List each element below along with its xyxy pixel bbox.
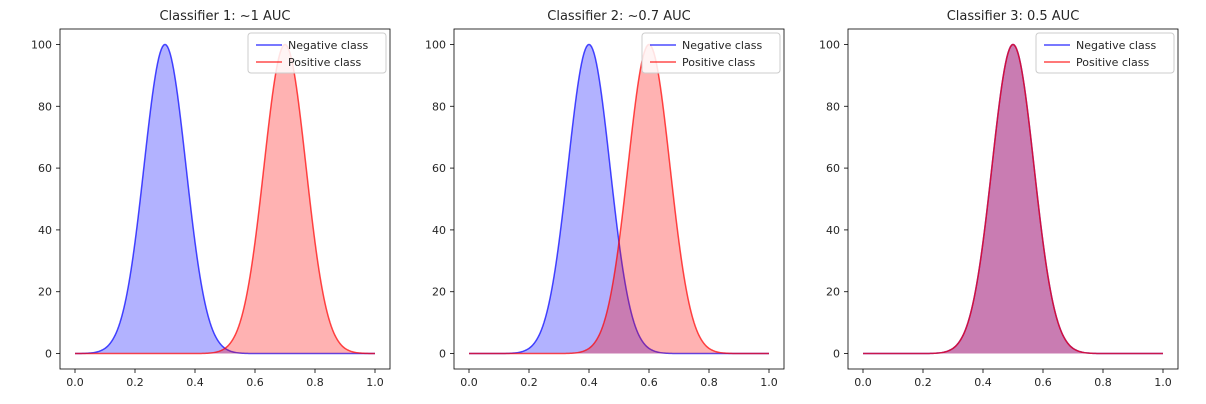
x-tick-label: 0.6 xyxy=(246,376,264,389)
x-tick-label: 0.6 xyxy=(640,376,658,389)
y-tick-label: 100 xyxy=(819,38,840,51)
x-tick-label: 1.0 xyxy=(366,376,384,389)
y-tick-label: 80 xyxy=(826,100,840,113)
y-tick-label: 60 xyxy=(432,162,446,175)
legend: Negative class Positive class xyxy=(1035,32,1175,74)
chart-panel-1: Classifier 1: ~1 AUC 0.0 0.2 0.4 0.6 0.8 1.0 0 2… xyxy=(31,9,391,389)
legend-label: Negative class xyxy=(682,39,762,52)
legend-label: Positive class xyxy=(682,56,755,69)
legend-box xyxy=(641,32,781,74)
y-tick-label: 80 xyxy=(432,100,446,113)
y-tick-label: 40 xyxy=(432,224,446,237)
y-tick-label: 100 xyxy=(425,38,446,51)
y-tick-label: 20 xyxy=(38,286,52,299)
positive-class-line xyxy=(863,43,1163,355)
negative-class-area xyxy=(863,44,1163,354)
x-tick-label: 1.0 xyxy=(760,376,778,389)
chart-panel-2: Classifier 2: ~0.7 AUC 0.0 0.2 0.4 0.6 0.8 1.0… xyxy=(425,9,785,389)
y-tick-label: 40 xyxy=(826,224,840,237)
x-tick-label: 0.0 xyxy=(854,376,872,389)
x-tick-label: 0.8 xyxy=(700,376,718,389)
chart-title: Classifier 3: 0.5 AUC xyxy=(947,9,1080,24)
legend: Negative class Positive class xyxy=(641,32,781,74)
negative-class-area xyxy=(469,44,769,354)
x-tick-label: 0.4 xyxy=(186,376,204,389)
y-tick-label: 60 xyxy=(826,162,840,175)
positive-class-area xyxy=(469,44,769,354)
x-tick-label: 1.0 xyxy=(1154,376,1172,389)
axes-frame xyxy=(59,28,391,370)
legend-label: Positive class xyxy=(1076,56,1149,69)
legend-box xyxy=(1035,32,1175,74)
x-tick-label: 0.2 xyxy=(914,376,932,389)
chart-title: Classifier 2: ~0.7 AUC xyxy=(547,9,690,24)
y-tick-label: 60 xyxy=(38,162,52,175)
positive-class-line xyxy=(469,43,769,355)
x-tick-label: 0.8 xyxy=(1094,376,1112,389)
x-tick-label: 0.0 xyxy=(460,376,478,389)
y-tick-label: 80 xyxy=(38,100,52,113)
y-tick-label: 0 xyxy=(439,348,446,361)
x-tick-label: 0.4 xyxy=(580,376,598,389)
x-tick-label: 0.4 xyxy=(974,376,992,389)
legend-label: Negative class xyxy=(1076,39,1156,52)
legend: Negative class Positive class xyxy=(247,32,387,74)
negative-class-line xyxy=(74,43,375,355)
x-tick-label: 0.0 xyxy=(66,376,84,389)
axes-frame xyxy=(847,28,1179,370)
y-tick-label: 20 xyxy=(826,286,840,299)
y-tick-label: 20 xyxy=(432,286,446,299)
y-tick-label: 40 xyxy=(38,224,52,237)
x-tick-label: 0.2 xyxy=(126,376,144,389)
chart-title: Classifier 1: ~1 AUC xyxy=(159,9,290,24)
y-tick-label: 100 xyxy=(31,38,52,51)
positive-class-line xyxy=(75,43,376,355)
x-tick-label: 0.8 xyxy=(306,376,324,389)
positive-class-area xyxy=(863,44,1163,354)
legend-label: Positive class xyxy=(288,56,361,69)
y-tick-label: 0 xyxy=(45,348,52,361)
negative-class-area xyxy=(75,44,375,354)
x-tick-label: 0.2 xyxy=(520,376,538,389)
x-tick-label: 0.6 xyxy=(1034,376,1052,389)
chart-panel-3: Classifier 3: 0.5 AUC 0.0 0.2 0.4 0.6 0.8 1.0 0… xyxy=(819,9,1179,389)
axes-frame xyxy=(453,28,785,370)
y-tick-label: 0 xyxy=(833,348,840,361)
legend-box xyxy=(247,32,387,74)
legend-label: Negative class xyxy=(288,39,368,52)
positive-class-area xyxy=(75,44,375,354)
